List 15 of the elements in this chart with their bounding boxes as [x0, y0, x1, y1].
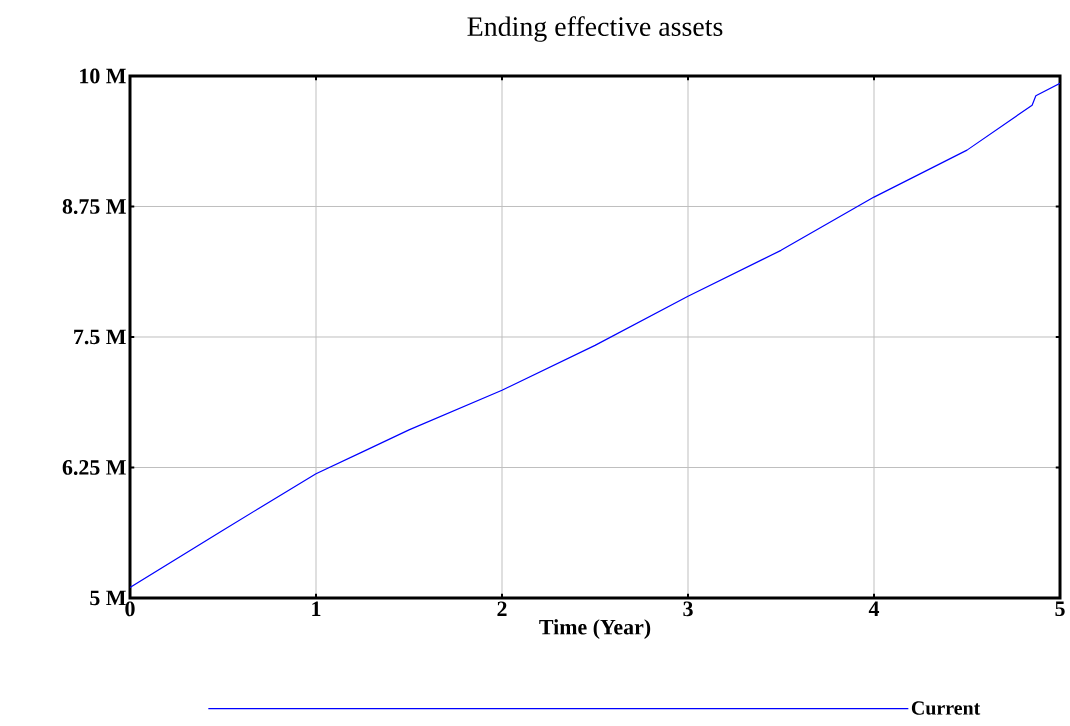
x-tick-label: 2 [497, 601, 507, 617]
x-axis-title: Time (Year) [539, 619, 651, 640]
y-tick-label: 7.5 M [74, 329, 126, 345]
x-tick-label: 3 [683, 601, 693, 617]
x-tick-label: 5 [1055, 601, 1065, 617]
y-tick-label: 5 M [90, 590, 126, 606]
text: Current [911, 701, 981, 715]
x-tick-label: 0 [125, 601, 135, 617]
y-tick-label: 10 M [80, 68, 126, 84]
x-tick-label: 4 [868, 601, 880, 616]
chart-title: Ending effective assets [467, 16, 723, 42]
x-tick-label: 1 [312, 601, 321, 616]
y-tick-label: 8.75 M [62, 199, 126, 214]
y-tick-label: 6.25 M [62, 460, 126, 475]
line-series [130, 82, 1061, 589]
